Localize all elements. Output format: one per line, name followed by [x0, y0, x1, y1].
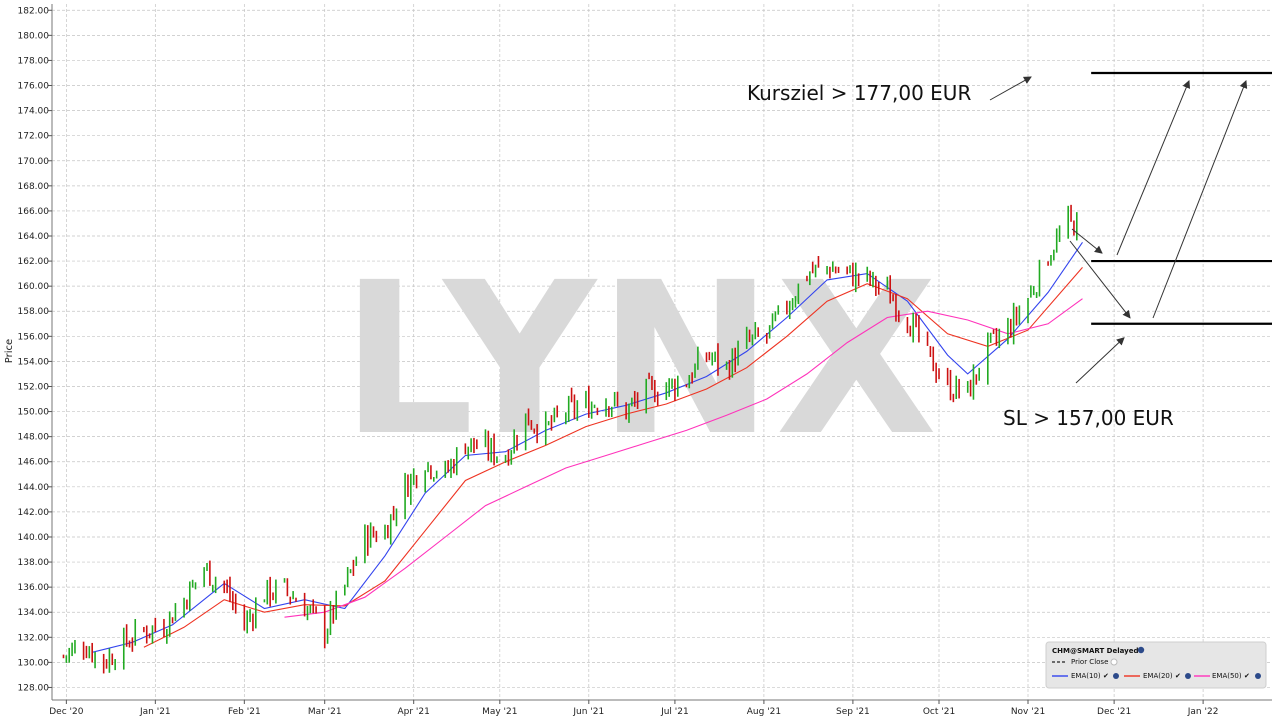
globe-icon[interactable] [1185, 673, 1191, 679]
y-tick-label: 160.00 [18, 282, 50, 292]
y-tick-label: 138.00 [18, 558, 50, 568]
x-tick-label: Apr '21 [398, 707, 430, 717]
legend-ema20: EMA(20) [1143, 672, 1173, 680]
ema-line-ema50 [284, 298, 1083, 618]
check-icon[interactable]: ✔ [1175, 672, 1181, 680]
arrow [1071, 228, 1103, 254]
y-tick-label: 178.00 [18, 56, 50, 66]
y-tick-label: 180.00 [18, 31, 50, 41]
legend-title: CHM@SMART Delayed [1052, 647, 1138, 655]
y-tick-label: 144.00 [18, 483, 50, 493]
legend-prior-close: Prior Close [1071, 658, 1108, 666]
x-tick-label: Aug '21 [747, 707, 781, 717]
y-tick-label: 172.00 [18, 132, 50, 142]
ohlc-bars [62, 204, 1078, 674]
y-tick-label: 134.00 [18, 608, 50, 618]
y-tick-label: 158.00 [18, 307, 50, 317]
y-tick-label: 140.00 [18, 533, 50, 543]
y-tick-label: 182.00 [18, 6, 50, 16]
y-tick-label: 142.00 [18, 508, 50, 518]
legend-ema50: EMA(50) [1212, 672, 1242, 680]
target-annotation: Kursziel > 177,00 EUR [747, 81, 971, 105]
globe-icon[interactable] [1113, 673, 1119, 679]
globe-icon[interactable] [1137, 646, 1145, 654]
globe-icon[interactable] [1255, 673, 1261, 679]
arrow [1075, 337, 1125, 384]
stop-loss-annotation: SL > 157,00 EUR [1003, 406, 1174, 430]
legend-ema10: EMA(10) [1071, 672, 1101, 680]
y-axis-ticks: 182.00 180.00 178.00 176.00 174.00 172.00 170.… [18, 6, 52, 693]
level-lines [1091, 71, 1272, 325]
x-tick-label: Dec '21 [1097, 707, 1131, 717]
y-tick-label: 148.00 [18, 433, 50, 443]
y-tick-label: 176.00 [18, 82, 50, 92]
y-tick-label: 128.00 [18, 683, 50, 693]
annotation-arrows [989, 76, 1248, 384]
y-tick-label: 170.00 [18, 157, 50, 167]
x-tick-label: Mar '21 [308, 707, 342, 717]
toggle-icon[interactable] [1110, 658, 1118, 666]
y-tick-label: 162.00 [18, 257, 50, 267]
y-tick-label: 156.00 [18, 332, 50, 342]
check-icon[interactable]: ✔ [1103, 672, 1109, 680]
y-axis-label: Price [4, 339, 15, 363]
y-tick-label: 152.00 [18, 382, 50, 392]
x-tick-label: Oct '21 [923, 707, 955, 717]
check-icon[interactable]: ✔ [1244, 672, 1250, 680]
x-tick-label: Jan '21 [139, 707, 171, 717]
y-tick-label: 166.00 [18, 207, 50, 217]
arrow [1069, 240, 1131, 319]
x-tick-label: Jun '21 [572, 707, 604, 717]
legend: CHM@SMART Delayed Prior Close EMA(10) ✔ … [1045, 641, 1267, 689]
y-tick-label: 132.00 [18, 633, 50, 643]
arrow [1152, 80, 1248, 319]
x-tick-label: May '21 [482, 707, 517, 717]
y-tick-label: 168.00 [18, 182, 50, 192]
x-tick-label: Jan '22 [1187, 707, 1219, 717]
x-tick-label: Jul '21 [660, 707, 689, 717]
y-tick-label: 130.00 [18, 658, 50, 668]
ema-line-ema20 [143, 267, 1083, 648]
y-tick-label: 150.00 [18, 408, 50, 418]
plot-frame [51, 4, 1272, 701]
y-tick-label: 136.00 [18, 583, 50, 593]
arrow [1116, 80, 1191, 256]
y-tick-label: 154.00 [18, 357, 50, 367]
y-tick-label: 174.00 [18, 107, 50, 117]
x-tick-label: Nov '21 [1011, 707, 1045, 717]
y-tick-label: 146.00 [18, 458, 50, 468]
arrow [989, 76, 1032, 101]
x-tick-label: Feb '21 [228, 707, 261, 717]
y-tick-label: 164.00 [18, 232, 50, 242]
x-tick-label: Dec '20 [49, 707, 83, 717]
chart-grid [52, 4, 1272, 700]
x-tick-label: Sep '21 [836, 707, 870, 717]
x-axis-ticks: Dec '20 Jan '21 Feb '21 Mar '21 Apr '21 May '… [49, 700, 1218, 717]
